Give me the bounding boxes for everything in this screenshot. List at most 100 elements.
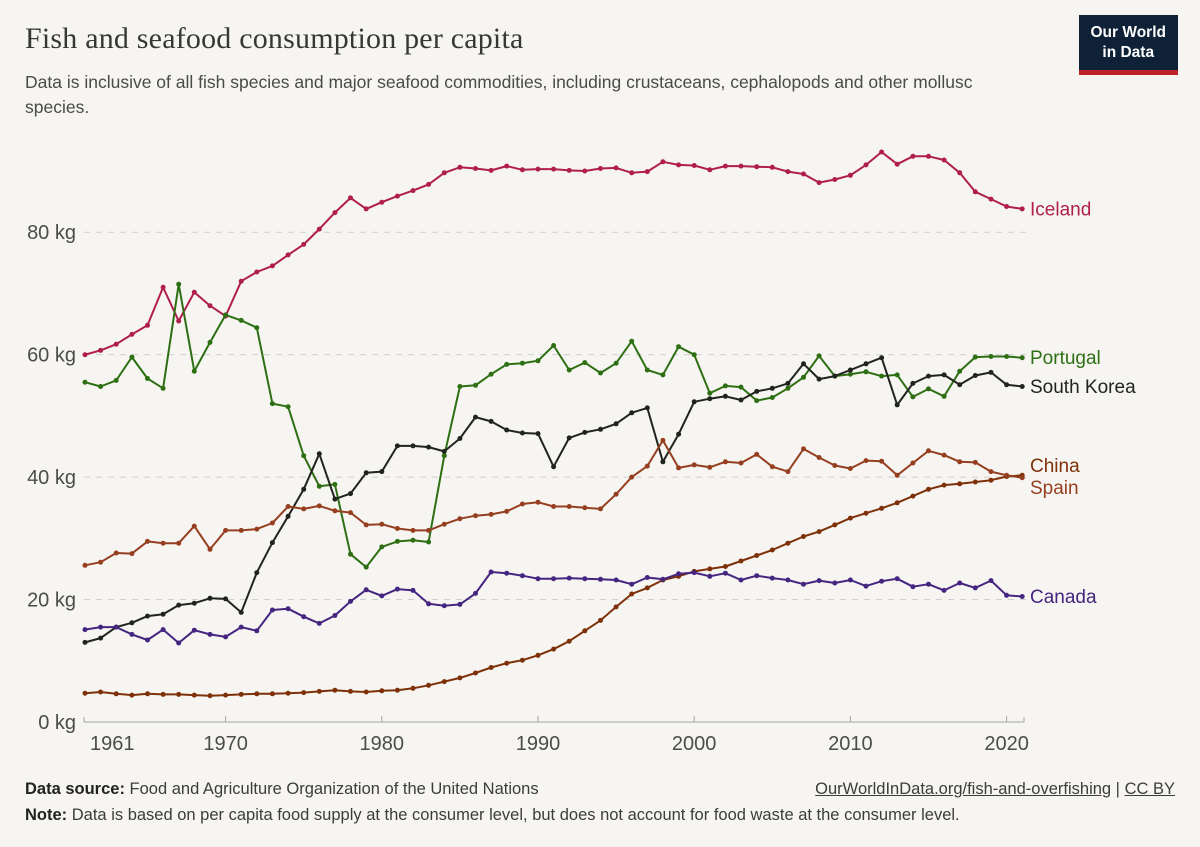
- series-dot-canada-1978[interactable]: [348, 598, 353, 604]
- series-dot-spain-2015[interactable]: [926, 448, 931, 454]
- series-dot-iceland-1979[interactable]: [363, 206, 369, 212]
- series-dot-spain-1997[interactable]: [644, 463, 650, 469]
- series-dot-spain-2021[interactable]: [1019, 475, 1025, 481]
- series-dot-canada-2012[interactable]: [879, 578, 885, 584]
- series-dot-spain-1970[interactable]: [223, 527, 229, 533]
- series-dot-iceland-1993[interactable]: [582, 168, 588, 174]
- series-dot-south-korea-2001[interactable]: [707, 396, 713, 402]
- series-dot-south-korea-1979[interactable]: [363, 470, 369, 476]
- series-dot-portugal-1975[interactable]: [301, 453, 307, 459]
- series-dot-spain-1990[interactable]: [535, 499, 541, 505]
- series-dot-china-2015[interactable]: [926, 486, 931, 492]
- series-dot-south-korea-1984[interactable]: [441, 448, 447, 454]
- series-line-portugal[interactable]: [84, 283, 1023, 569]
- series-dot-iceland-2010[interactable]: [847, 172, 853, 178]
- series-dot-portugal-1961[interactable]: [82, 379, 88, 385]
- series-dot-south-korea-1994[interactable]: [598, 426, 603, 432]
- series-dot-china-2017[interactable]: [957, 481, 963, 487]
- series-dot-china-2005[interactable]: [769, 547, 775, 553]
- series-dot-canada-1970[interactable]: [223, 634, 229, 640]
- series-dot-portugal-1979[interactable]: [363, 564, 369, 570]
- series-dot-south-korea-1971[interactable]: [238, 609, 244, 615]
- series-dot-china-1972[interactable]: [254, 691, 260, 697]
- series-dot-china-1971[interactable]: [238, 691, 244, 697]
- series-dot-spain-2017[interactable]: [957, 459, 963, 465]
- series-dot-china-1965[interactable]: [145, 691, 150, 697]
- series-dot-canada-1988[interactable]: [504, 570, 510, 576]
- series-dot-china-2018[interactable]: [972, 479, 978, 485]
- series-dot-iceland-1977[interactable]: [332, 210, 338, 216]
- series-dot-spain-1985[interactable]: [457, 516, 463, 522]
- series-dot-spain-1966[interactable]: [160, 540, 166, 546]
- series-dot-canada-1981[interactable]: [394, 586, 400, 592]
- series-dot-china-1962[interactable]: [98, 689, 104, 695]
- series-dot-iceland-1997[interactable]: [644, 169, 650, 175]
- series-dot-portugal-2014[interactable]: [910, 394, 916, 400]
- series-dot-canada-1976[interactable]: [316, 620, 322, 626]
- series-dot-china-2014[interactable]: [910, 493, 916, 499]
- series-dot-china-1997[interactable]: [644, 585, 650, 591]
- series-dot-iceland-2015[interactable]: [926, 153, 931, 159]
- series-dot-spain-1962[interactable]: [98, 559, 104, 565]
- series-dot-canada-1968[interactable]: [191, 627, 197, 633]
- series-dot-canada-2018[interactable]: [972, 585, 978, 591]
- series-dot-spain-1988[interactable]: [504, 508, 510, 514]
- series-dot-china-1964[interactable]: [129, 692, 135, 698]
- series-label-spain[interactable]: Spain: [1030, 478, 1079, 499]
- series-dot-south-korea-1996[interactable]: [629, 410, 635, 416]
- series-dot-portugal-1996[interactable]: [629, 338, 635, 344]
- series-dot-iceland-1966[interactable]: [160, 284, 166, 290]
- series-dot-south-korea-1993[interactable]: [582, 429, 588, 435]
- series-dot-canada-1979[interactable]: [363, 587, 369, 593]
- series-dot-china-1992[interactable]: [566, 638, 572, 644]
- series-dot-south-korea-2010[interactable]: [847, 367, 853, 373]
- series-dot-iceland-2017[interactable]: [957, 170, 963, 176]
- series-dot-portugal-1976[interactable]: [316, 483, 322, 489]
- series-dot-china-2003[interactable]: [738, 558, 744, 564]
- series-dot-iceland-2009[interactable]: [832, 177, 838, 182]
- series-dot-iceland-1969[interactable]: [207, 303, 213, 309]
- series-dot-canada-2020[interactable]: [1004, 592, 1010, 598]
- series-dot-south-korea-1974[interactable]: [285, 513, 291, 519]
- series-dot-spain-1973[interactable]: [269, 520, 275, 526]
- series-dot-spain-2006[interactable]: [785, 469, 791, 475]
- series-dot-spain-2018[interactable]: [972, 459, 978, 465]
- series-dot-south-korea-1976[interactable]: [316, 451, 322, 457]
- series-label-portugal[interactable]: Portugal: [1030, 348, 1101, 369]
- series-dot-china-2019[interactable]: [988, 477, 994, 483]
- series-dot-south-korea-1991[interactable]: [551, 464, 557, 470]
- series-dot-iceland-1982[interactable]: [410, 188, 416, 194]
- series-dot-spain-1986[interactable]: [473, 513, 478, 519]
- series-dot-canada-1999[interactable]: [676, 571, 682, 577]
- series-dot-spain-1984[interactable]: [441, 521, 447, 527]
- series-dot-portugal-2019[interactable]: [988, 354, 994, 359]
- series-dot-south-korea-2008[interactable]: [816, 376, 822, 382]
- series-dot-spain-1976[interactable]: [316, 503, 322, 509]
- series-dot-spain-2014[interactable]: [910, 460, 916, 466]
- series-dot-china-1978[interactable]: [348, 688, 353, 694]
- series-dot-south-korea-1980[interactable]: [379, 469, 385, 475]
- series-dot-china-1984[interactable]: [441, 679, 447, 685]
- series-dot-china-1980[interactable]: [379, 688, 385, 694]
- series-dot-china-1991[interactable]: [551, 646, 557, 652]
- series-dot-south-korea-1964[interactable]: [129, 620, 135, 626]
- series-dot-south-korea-2015[interactable]: [926, 373, 931, 379]
- series-dot-china-1986[interactable]: [473, 670, 478, 676]
- series-dot-canada-2008[interactable]: [816, 578, 822, 584]
- series-dot-portugal-2010[interactable]: [847, 371, 853, 377]
- series-dot-portugal-1999[interactable]: [676, 344, 682, 350]
- series-dot-iceland-1986[interactable]: [473, 166, 478, 171]
- series-dot-spain-1994[interactable]: [598, 506, 603, 512]
- series-dot-china-1983[interactable]: [426, 682, 432, 688]
- series-dot-portugal-1966[interactable]: [160, 385, 166, 391]
- series-dot-china-1987[interactable]: [488, 665, 494, 670]
- series-dot-south-korea-2000[interactable]: [691, 399, 697, 405]
- series-dot-china-1967[interactable]: [176, 691, 182, 697]
- series-dot-south-korea-1990[interactable]: [535, 431, 541, 437]
- series-dot-iceland-1994[interactable]: [598, 166, 603, 171]
- series-dot-south-korea-1978[interactable]: [348, 491, 353, 497]
- series-dot-portugal-1998[interactable]: [660, 372, 666, 378]
- series-dot-south-korea-2013[interactable]: [894, 402, 900, 408]
- series-dot-spain-2005[interactable]: [769, 464, 775, 470]
- series-dot-spain-2007[interactable]: [801, 446, 806, 452]
